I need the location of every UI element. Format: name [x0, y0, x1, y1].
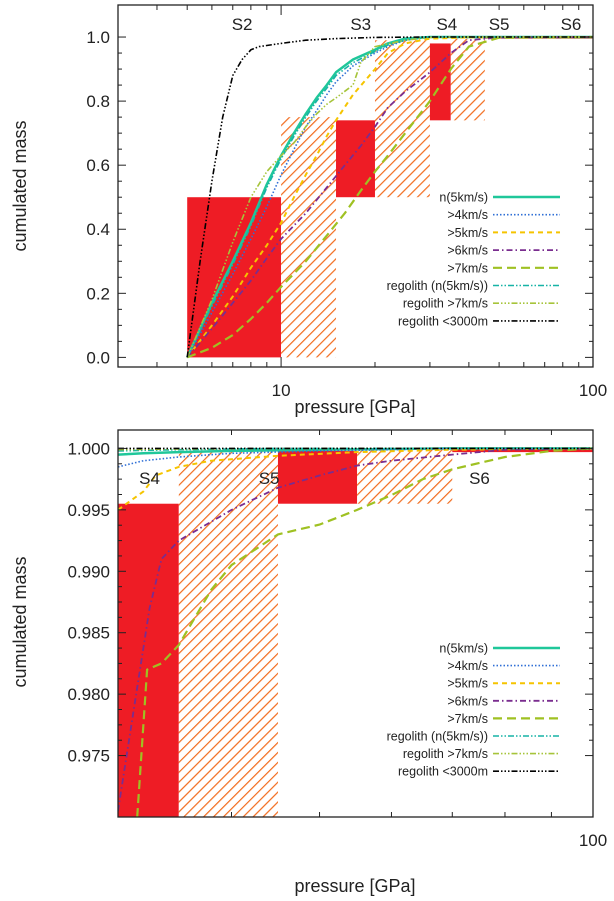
y-tick-label: 0.2 [86, 284, 110, 303]
series-line [186, 36, 593, 359]
series-lines [186, 35, 593, 359]
y-tick-label: 1.0 [86, 28, 110, 47]
axis-ticks: 0.0 0.2 0.4 0.6 0.8 1.0 10 100 [86, 5, 607, 400]
stage-boxes [118, 448, 593, 817]
y-axis-label: cumulated mass [10, 120, 30, 251]
stage-labels: S4 S5 S6 [139, 469, 490, 488]
y-tick-label: 0.8 [86, 92, 110, 111]
stage-box-solid [429, 43, 451, 121]
plot-frame [117, 429, 594, 818]
stage-box-hatched [374, 40, 430, 198]
y-tick-label: 1.000 [67, 439, 110, 458]
series-line [118, 447, 593, 812]
series-line [186, 36, 593, 358]
legend: n(5km/s) >4km/s >5km/s >6km/s >7km/s regolith… [387, 191, 560, 328]
x-tick-label: 10 [272, 381, 291, 400]
stage-box-hatched [357, 449, 453, 504]
y-tick-label: 0.4 [86, 220, 110, 239]
series-line [118, 447, 593, 468]
legend-label: >7km/s [447, 712, 488, 726]
series-lines [118, 447, 593, 817]
plot-frame [117, 4, 594, 368]
stage-label: S5 [489, 15, 510, 34]
stage-box-hatched [178, 450, 278, 817]
legend-label: >5km/s [447, 677, 488, 691]
legend-label: regolith >7km/s [403, 747, 488, 761]
stage-label: S4 [139, 469, 160, 488]
x-axis-label: pressure [GPa] [294, 397, 415, 417]
y-tick-label: 0.990 [67, 562, 110, 581]
stage-label: S3 [350, 15, 371, 34]
series-line [136, 447, 593, 817]
series-line [186, 35, 593, 358]
y-axis-label: cumulated mass [10, 556, 30, 687]
y-tick-label: 0.985 [67, 624, 110, 643]
x-tick-label: 100 [579, 381, 607, 400]
y-tick-label: 0.975 [67, 747, 110, 766]
legend-label: n(5km/s) [439, 642, 488, 656]
legend-label: regolith (n(5km/s)) [387, 279, 488, 293]
y-tick-label: 0.0 [86, 348, 110, 367]
legend-label: regolith <3000m [398, 765, 488, 779]
series-line [186, 36, 593, 358]
legend-label: >7km/s [447, 261, 488, 275]
legend-label: n(5km/s) [439, 191, 488, 205]
stage-labels: S2 S3 S4 S5 S6 [232, 15, 582, 34]
stage-box-solid [452, 448, 593, 453]
upper-panel: 0.0 0.2 0.4 0.6 0.8 1.0 10 100 S2 S3 S4 S5 S6 press… [10, 4, 607, 417]
series-line [186, 36, 593, 358]
stage-label: S6 [469, 469, 490, 488]
series-line [186, 36, 593, 358]
axis-ticks: 0.975 0.980 0.985 0.990 0.995 1.000 100 [67, 430, 607, 850]
y-tick-label: 0.995 [67, 501, 110, 520]
stage-box-hatched [281, 117, 337, 358]
legend-label: >4km/s [447, 208, 488, 222]
stage-box-solid [118, 503, 179, 817]
legend-label: regolith (n(5km/s)) [387, 730, 488, 744]
legend-label: regolith >7km/s [403, 297, 488, 311]
x-axis-label: pressure [GPa] [294, 876, 415, 896]
stage-box-hatched [450, 38, 485, 121]
series-line [186, 35, 593, 359]
lower-panel: 0.975 0.980 0.985 0.990 0.995 1.000 100 S4 S5 S6… [10, 429, 607, 896]
stage-box-solid [187, 197, 282, 358]
stage-boxes [187, 37, 593, 358]
legend-label: >6km/s [447, 694, 488, 708]
stage-label: S2 [232, 15, 253, 34]
legend: n(5km/s) >4km/s >5km/s >6km/s >7km/s regolith… [387, 642, 560, 779]
x-tick-label: 100 [579, 831, 607, 850]
stage-box-solid [336, 120, 375, 198]
stage-box-solid [277, 450, 358, 504]
y-tick-label: 0.980 [67, 685, 110, 704]
y-tick-label: 0.6 [86, 156, 110, 175]
legend-label: >4km/s [447, 659, 488, 673]
series-line [118, 447, 593, 511]
stage-label: S6 [561, 15, 582, 34]
stage-label: S5 [259, 469, 280, 488]
legend-label: >6km/s [447, 244, 488, 258]
stage-label: S4 [436, 15, 457, 34]
legend-label: regolith <3000m [398, 314, 488, 328]
legend-label: >5km/s [447, 226, 488, 240]
